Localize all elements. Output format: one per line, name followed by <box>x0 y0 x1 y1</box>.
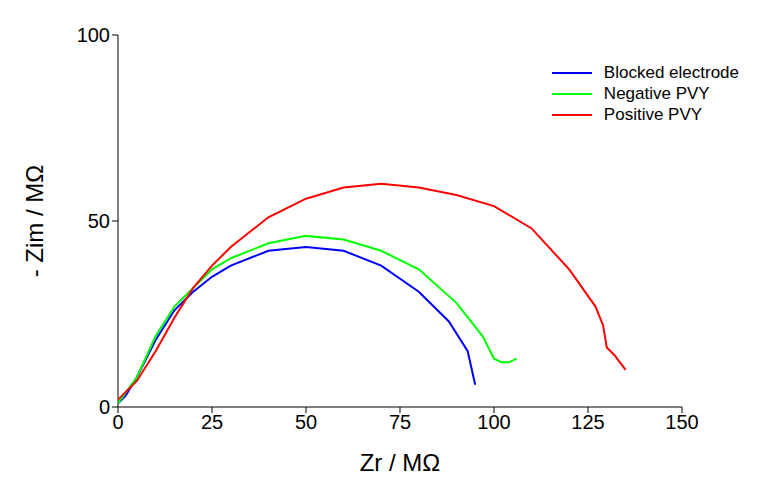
svg-text:50: 50 <box>88 210 110 232</box>
html-text:Blocked electrode: Blocked electrode <box>603 62 739 82</box>
svg-text:50: 50 <box>295 411 317 433</box>
svg-text:25: 25 <box>201 411 223 433</box>
svg-text:150: 150 <box>665 411 698 433</box>
html-text:Positive PVY: Positive PVY <box>603 104 703 124</box>
svg-text:100: 100 <box>77 24 110 46</box>
svg-text:0: 0 <box>112 411 123 433</box>
svg-text:Zr / MΩ: Zr / MΩ <box>360 449 441 476</box>
svg-text:0: 0 <box>99 396 110 418</box>
html-text:Negative PVY: Negative PVY <box>603 83 710 103</box>
svg-text:100: 100 <box>477 411 510 433</box>
svg-text:- Zim / MΩ: - Zim / MΩ <box>21 165 48 278</box>
svg-text:75: 75 <box>389 411 411 433</box>
svg-text:125: 125 <box>571 411 604 433</box>
